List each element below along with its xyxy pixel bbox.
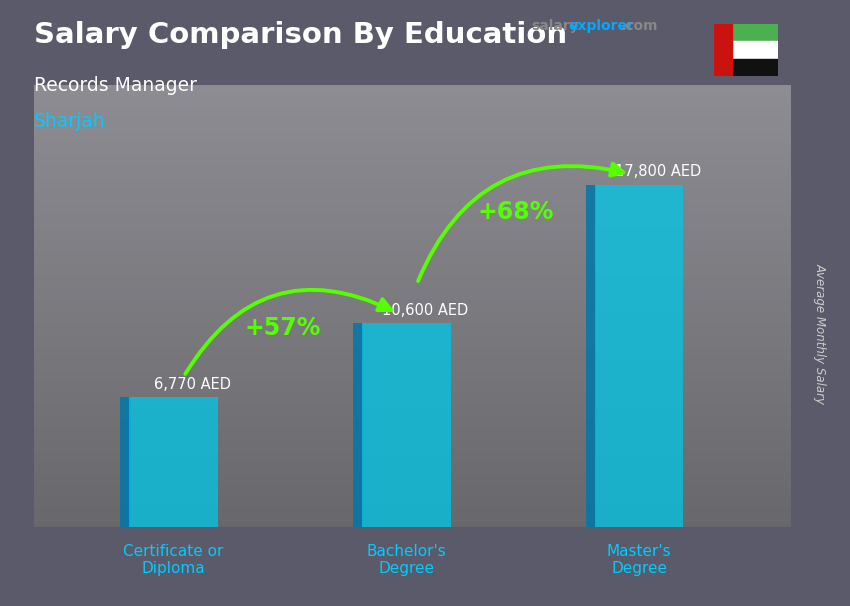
Text: Average Monthly Salary: Average Monthly Salary (813, 263, 827, 404)
FancyArrowPatch shape (418, 164, 623, 281)
Bar (129, 397, 218, 527)
Bar (714, 24, 732, 76)
Bar (595, 185, 683, 527)
Bar (353, 324, 363, 527)
Bar (120, 397, 131, 527)
Text: Records Manager: Records Manager (34, 76, 197, 95)
FancyArrowPatch shape (185, 290, 391, 374)
Bar (586, 185, 596, 527)
Text: +57%: +57% (245, 316, 321, 340)
Text: Sharjah: Sharjah (34, 112, 105, 131)
Text: 17,800 AED: 17,800 AED (615, 164, 701, 179)
Bar (714, 59, 778, 76)
Text: +68%: +68% (478, 200, 554, 224)
Bar (362, 324, 450, 527)
Text: 6,770 AED: 6,770 AED (154, 376, 231, 391)
Text: .com: .com (620, 19, 658, 33)
Text: 10,600 AED: 10,600 AED (382, 303, 468, 318)
Bar (714, 24, 778, 41)
Text: Salary Comparison By Education: Salary Comparison By Education (34, 21, 567, 49)
Bar (714, 41, 778, 59)
Text: explorer: explorer (569, 19, 634, 33)
Text: salary: salary (531, 19, 579, 33)
